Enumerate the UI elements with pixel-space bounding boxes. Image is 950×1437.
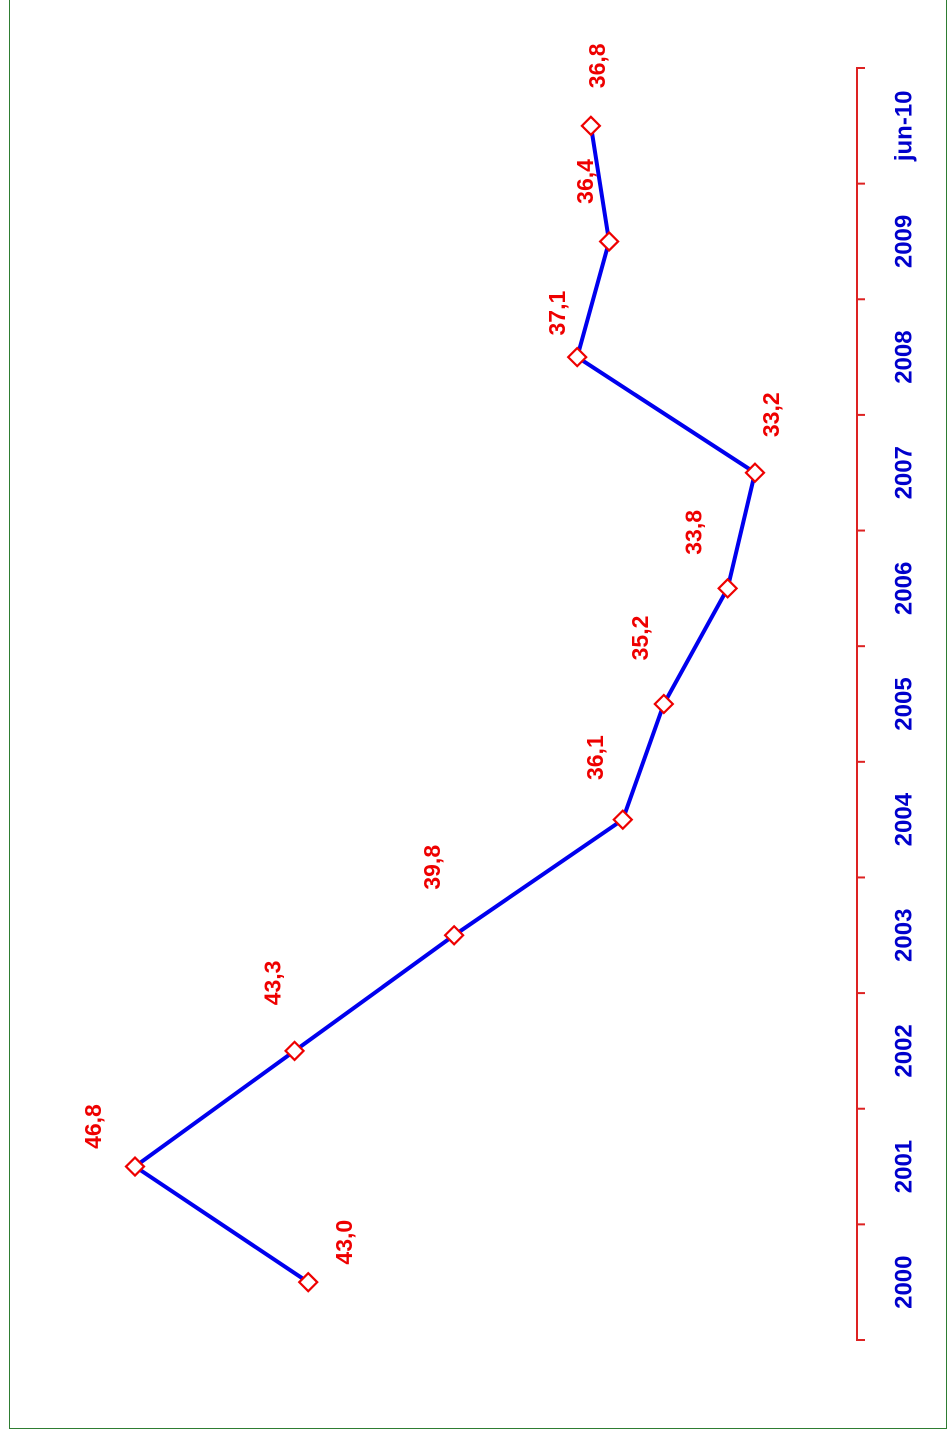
data-point-2007 — [744, 462, 766, 484]
category-label-2009: 2009 — [891, 215, 918, 268]
marker-layer — [124, 115, 766, 1293]
data-point-2000 — [297, 1271, 319, 1293]
data-point-2002 — [284, 1040, 306, 1062]
data-label-2004: 36,1 — [582, 735, 608, 780]
data-point-2004 — [612, 809, 634, 831]
category-label-2001: 2001 — [891, 1140, 918, 1193]
data-point-2001 — [124, 1155, 146, 1178]
category-axis — [856, 67, 865, 1341]
data-label-2000: 43,0 — [331, 1220, 357, 1265]
data-point-2005 — [653, 693, 675, 715]
data-label-2003: 39,8 — [419, 845, 445, 890]
data-point-2008 — [566, 346, 588, 368]
data-label-2001: 46,8 — [80, 1104, 106, 1149]
category-label-2008: 2008 — [891, 330, 918, 383]
category-label-2002: 2002 — [891, 1024, 918, 1077]
category-label-2006: 2006 — [891, 562, 918, 615]
data-point-2009 — [598, 230, 620, 253]
data-label-2008: 37,1 — [544, 291, 570, 336]
category-label-2005: 2005 — [891, 677, 918, 730]
category-label-jun-10: jun-10 — [891, 90, 918, 162]
category-label-2004: 2004 — [891, 792, 918, 846]
data-point-jun-10 — [580, 115, 602, 137]
data-label-2005: 35,2 — [627, 616, 653, 661]
data-label-2007: 33,2 — [758, 392, 784, 437]
data-label-2009: 36,4 — [572, 159, 598, 204]
category-label-2000: 2000 — [891, 1255, 918, 1308]
data-point-2006 — [717, 577, 739, 599]
category-label-2007: 2007 — [891, 446, 918, 499]
data-point-2003 — [443, 924, 465, 946]
data-label-layer: 43,0 46,8 43,3 39,8 36,1 35,2 33,8 33,2 37,1 36,4… — [80, 43, 784, 1264]
data-label-jun-10: 36,8 — [584, 43, 610, 88]
category-label-2003: 2003 — [891, 909, 918, 962]
chart-frame — [9, 0, 947, 1429]
data-label-2002: 43,3 — [260, 961, 286, 1006]
category-label-layer: 2000 2001 2002 2003 2004 2005 2006 2007 2008 2009… — [891, 90, 918, 1308]
data-label-2006: 33,8 — [681, 510, 707, 555]
